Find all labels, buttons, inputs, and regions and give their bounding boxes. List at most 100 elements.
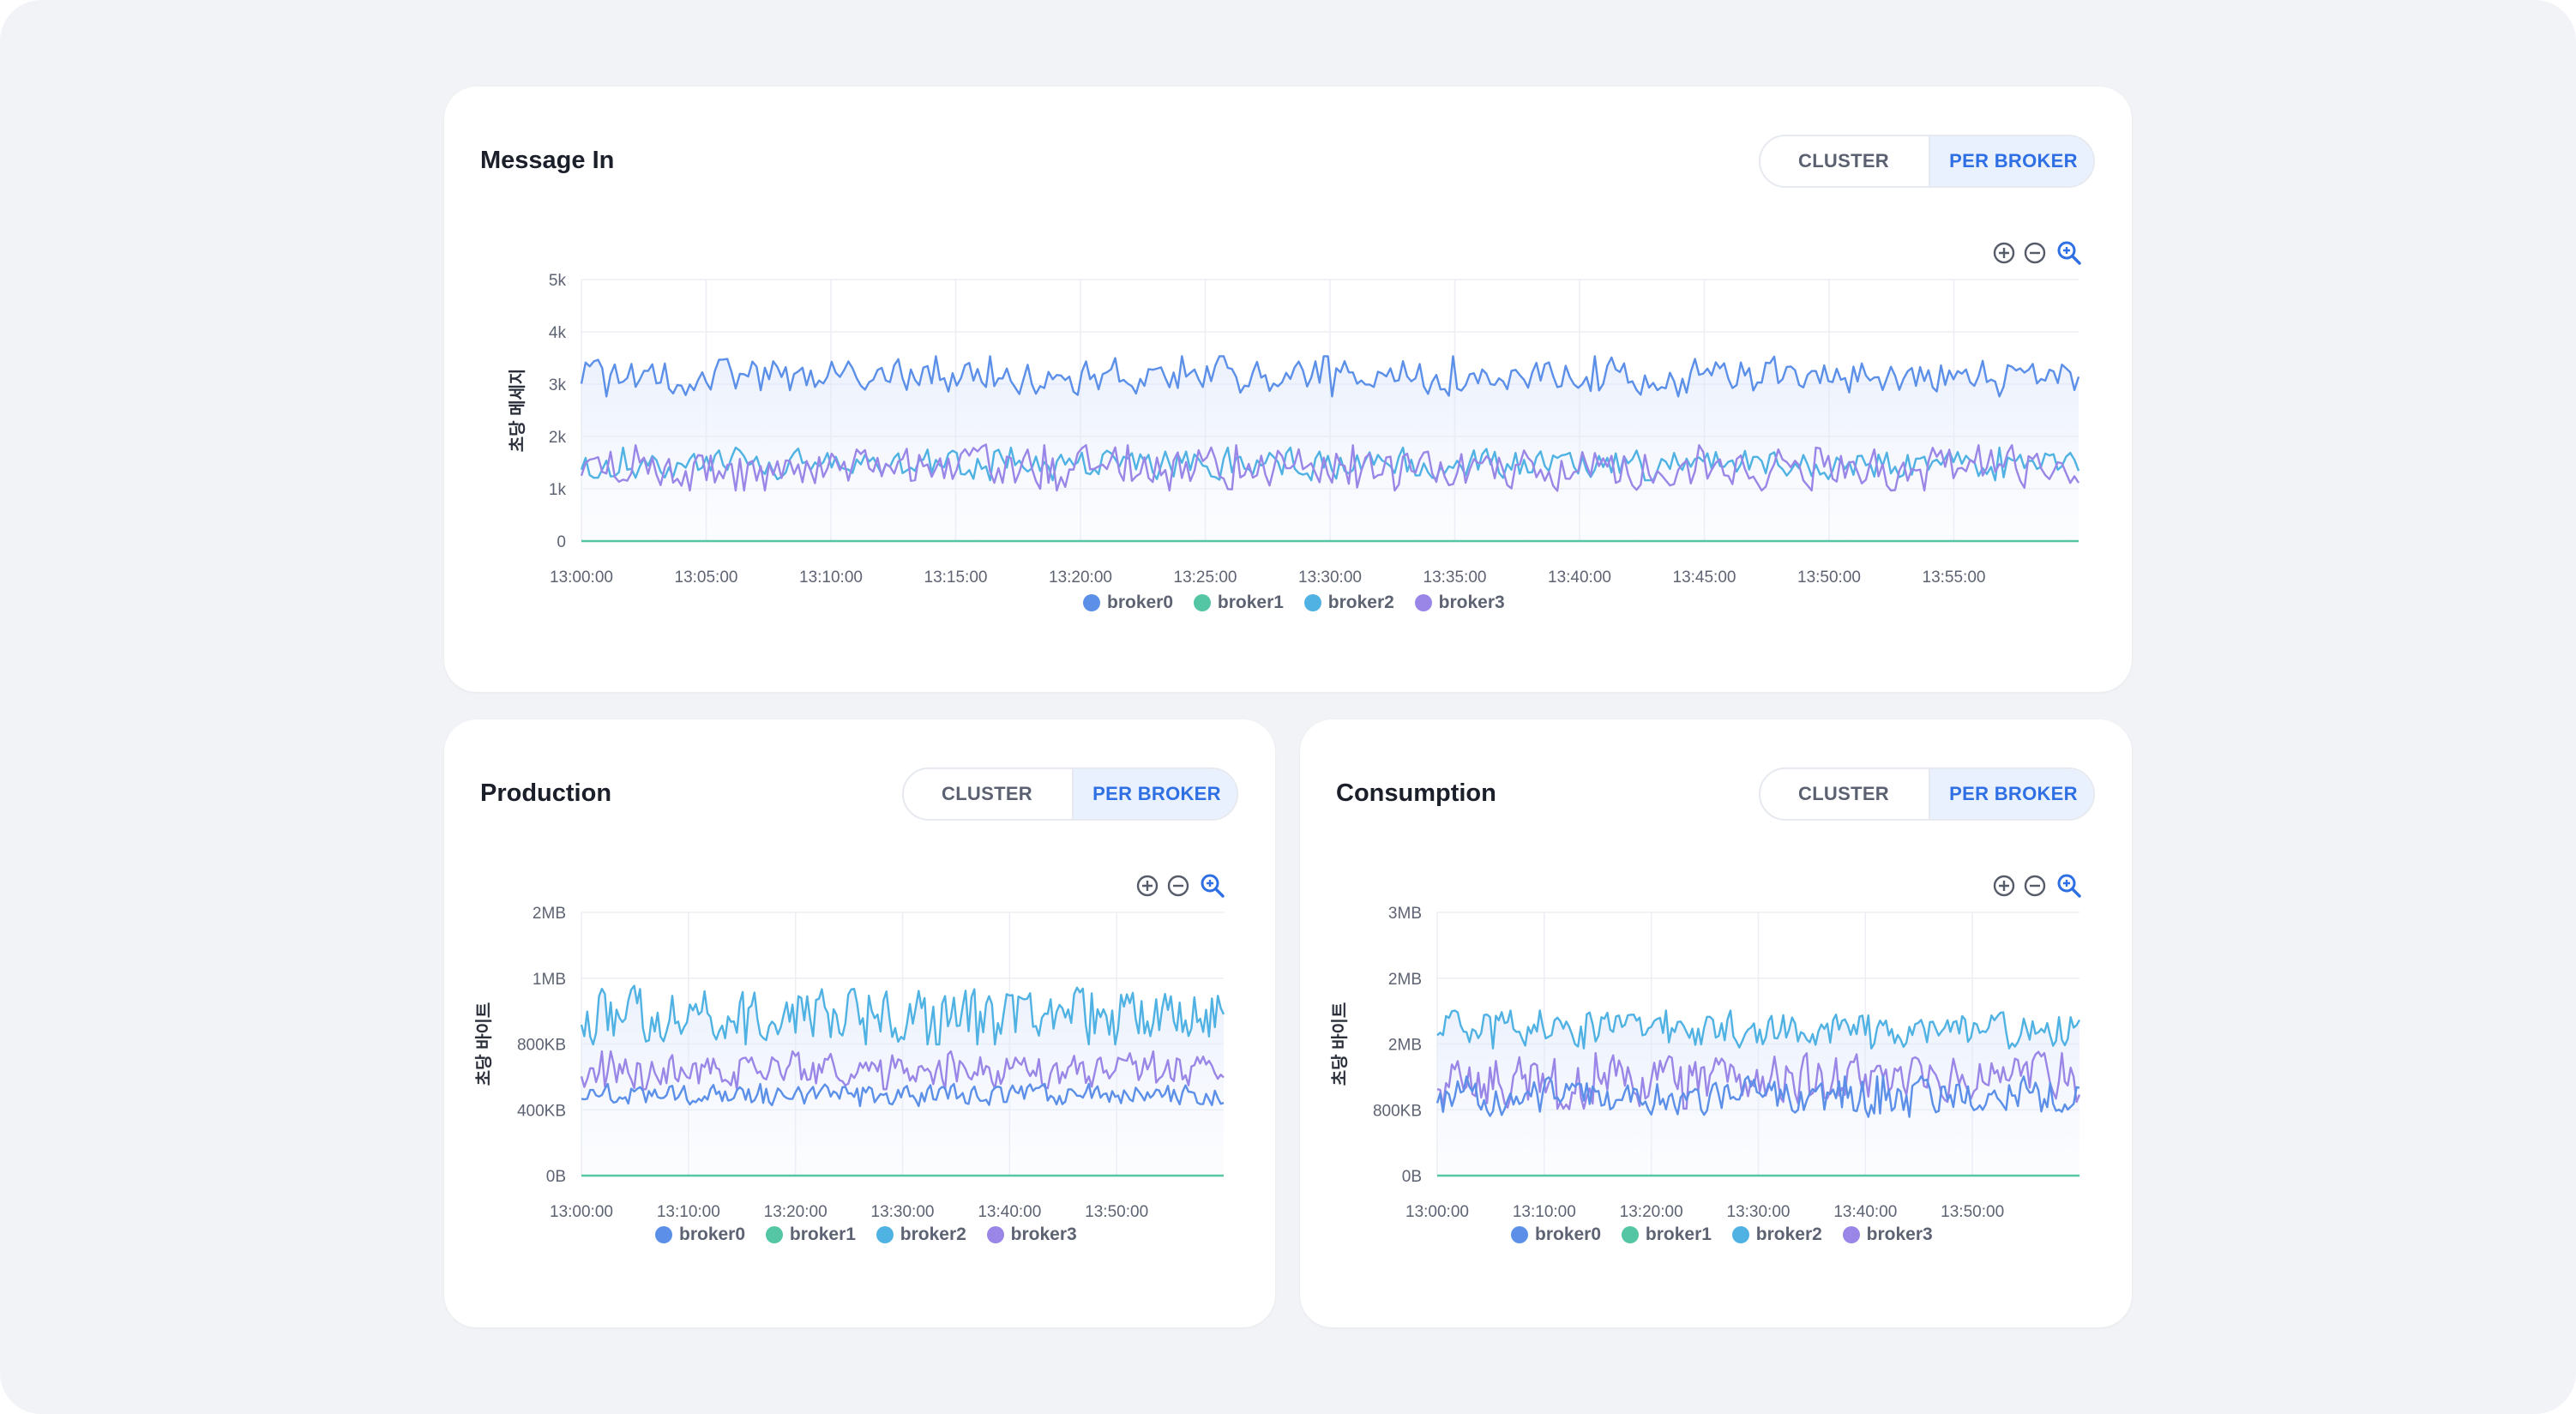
legend-item-broker1[interactable]: broker1 bbox=[765, 1224, 856, 1245]
series-line-broker2 bbox=[580, 984, 1225, 1046]
x-tick-label: 13:10:00 bbox=[657, 1203, 720, 1221]
x-tick-label: 13:20:00 bbox=[764, 1203, 828, 1221]
magnifier-zoom-icon[interactable] bbox=[2055, 872, 2083, 900]
legend-label: broker3 bbox=[1010, 1224, 1077, 1244]
x-tick-label: 13:30:00 bbox=[871, 1203, 935, 1221]
y-tick-label: 400KB bbox=[517, 1102, 566, 1120]
y-tick-label: 1MB bbox=[533, 971, 566, 989]
series-area bbox=[581, 985, 1224, 1176]
legend-item-broker2[interactable]: broker2 bbox=[876, 1224, 966, 1245]
legend-label: broker1 bbox=[1645, 1224, 1712, 1244]
legend-item-broker2[interactable]: broker2 bbox=[1731, 1224, 1822, 1245]
x-tick-label: 13:40:00 bbox=[1833, 1203, 1897, 1221]
per-broker-toggle-button[interactable]: PER BROKER bbox=[1929, 136, 2093, 186]
legend-item-broker3[interactable]: broker3 bbox=[1414, 593, 1505, 613]
legend-dot bbox=[1193, 594, 1211, 611]
x-tick-label: 13:10:00 bbox=[1513, 1203, 1576, 1221]
legend-dot bbox=[1303, 594, 1321, 611]
x-tick-label: 13:30:00 bbox=[1727, 1203, 1791, 1221]
zoom-in-icon[interactable] bbox=[1990, 239, 2018, 267]
view-toggle: CLUSTER PER BROKER bbox=[1759, 135, 2095, 188]
legend-label: broker2 bbox=[1327, 593, 1394, 612]
legend-dot bbox=[986, 1226, 1004, 1243]
cluster-toggle-button[interactable]: CLUSTER bbox=[1798, 150, 1889, 171]
card-title: Production bbox=[480, 779, 612, 807]
y-tick-label: 2k bbox=[549, 429, 567, 447]
x-tick-label: 13:00:00 bbox=[1405, 1203, 1469, 1221]
zoom-out-icon[interactable] bbox=[1165, 872, 1192, 900]
x-tick-label: 13:15:00 bbox=[924, 569, 988, 587]
series-line-broker3 bbox=[580, 443, 2080, 492]
series-line-broker0 bbox=[581, 1082, 1225, 1108]
series-line-broker0 bbox=[580, 355, 2080, 398]
x-tick-label: 13:55:00 bbox=[1923, 569, 1986, 587]
cluster-toggle-button[interactable]: CLUSTER bbox=[942, 783, 1032, 804]
x-tick-label: 13:05:00 bbox=[675, 569, 738, 587]
zoom-in-icon[interactable] bbox=[1990, 872, 2018, 900]
y-tick-label: 0 bbox=[557, 533, 566, 551]
y-tick-label: 0B bbox=[546, 1168, 566, 1186]
y-tick-label: 0B bbox=[1402, 1168, 1422, 1186]
cluster-toggle-button[interactable]: CLUSTER bbox=[1798, 783, 1889, 804]
legend-dot bbox=[765, 1226, 783, 1243]
per-broker-toggle-button[interactable]: PER BROKER bbox=[1929, 769, 2093, 819]
x-tick-label: 13:25:00 bbox=[1174, 569, 1237, 587]
legend-label: broker0 bbox=[679, 1224, 746, 1244]
legend-label: broker1 bbox=[1217, 593, 1284, 612]
x-tick-label: 13:20:00 bbox=[1620, 1203, 1683, 1221]
legend-dot bbox=[1842, 1226, 1860, 1243]
legend-dot bbox=[655, 1226, 672, 1243]
y-tick-label: 1k bbox=[549, 481, 567, 499]
zoom-in-icon[interactable] bbox=[1134, 872, 1161, 900]
magnifier-zoom-icon[interactable] bbox=[1199, 872, 1226, 900]
y-tick-label: 2MB bbox=[533, 905, 566, 923]
x-tick-label: 13:40:00 bbox=[1548, 569, 1611, 587]
x-tick-label: 13:20:00 bbox=[1049, 569, 1112, 587]
legend-item-broker0[interactable]: broker0 bbox=[1511, 1224, 1601, 1245]
legend-dot bbox=[1083, 594, 1100, 611]
chart-legend: broker0 broker1 broker2 broker3 bbox=[1083, 593, 1529, 618]
legend-dot bbox=[1511, 1226, 1528, 1243]
x-tick-label: 13:50:00 bbox=[1085, 1203, 1148, 1221]
legend-item-broker0[interactable]: broker0 bbox=[1083, 593, 1173, 613]
x-tick-label: 13:45:00 bbox=[1673, 569, 1736, 587]
chart-legend: broker0 broker1 broker2 broker3 bbox=[655, 1224, 1101, 1250]
legend-dot bbox=[876, 1226, 894, 1243]
legend-label: broker3 bbox=[1866, 1224, 1933, 1244]
series-line-broker2 bbox=[1436, 1009, 2081, 1050]
series-line-broker2 bbox=[580, 446, 2080, 482]
y-axis-label: 초당 메세지 bbox=[508, 369, 527, 453]
per-broker-toggle-button[interactable]: PER BROKER bbox=[1072, 769, 1237, 819]
production-card: Production CLUSTER PER BROKER 0B 400KB 800… bbox=[444, 719, 1275, 1327]
legend-item-broker1[interactable]: broker1 bbox=[1193, 593, 1284, 613]
card-title: Message In bbox=[480, 147, 615, 174]
consumption-card: Consumption CLUSTER PER BROKER 0B 800KB 2M… bbox=[1300, 719, 2132, 1327]
legend-label: broker1 bbox=[789, 1224, 856, 1244]
x-tick-label: 13:50:00 bbox=[1941, 1203, 2004, 1221]
production-chart: 0B 400KB 800KB 1MB 2MB 13:00:00 13:10:00 13:20:… bbox=[474, 905, 1225, 1221]
legend-dot bbox=[1621, 1226, 1639, 1243]
consumption-chart: 0B 800KB 2MB 2MB 3MB 13:00:00 13:10:00 13:20:00… bbox=[1330, 905, 2081, 1221]
series-area bbox=[581, 356, 2079, 541]
zoom-out-icon[interactable] bbox=[2021, 872, 2049, 900]
y-tick-label: 800KB bbox=[1373, 1102, 1422, 1120]
chart-legend: broker0 broker1 broker2 broker3 bbox=[1511, 1224, 1957, 1250]
legend-item-broker3[interactable]: broker3 bbox=[986, 1224, 1077, 1245]
legend-item-broker0[interactable]: broker0 bbox=[655, 1224, 745, 1245]
chart-toolbar bbox=[1990, 239, 2085, 268]
legend-label: broker0 bbox=[1535, 1224, 1602, 1244]
y-axis-label: 초당 바이트 bbox=[1330, 1002, 1350, 1086]
x-tick-label: 13:35:00 bbox=[1423, 569, 1487, 587]
view-toggle: CLUSTER PER BROKER bbox=[1759, 767, 2095, 821]
legend-item-broker2[interactable]: broker2 bbox=[1303, 593, 1394, 613]
x-tick-label: 13:40:00 bbox=[978, 1203, 1041, 1221]
zoom-out-icon[interactable] bbox=[2021, 239, 2049, 267]
legend-item-broker3[interactable]: broker3 bbox=[1842, 1224, 1933, 1245]
chart-toolbar bbox=[1990, 872, 2085, 901]
x-tick-label: 13:50:00 bbox=[1797, 569, 1861, 587]
legend-item-broker1[interactable]: broker1 bbox=[1621, 1224, 1712, 1245]
x-tick-label: 13:30:00 bbox=[1298, 569, 1362, 587]
magnifier-zoom-icon[interactable] bbox=[2055, 239, 2083, 267]
y-tick-label: 4k bbox=[549, 324, 567, 342]
series-line-broker3 bbox=[580, 1050, 1225, 1091]
